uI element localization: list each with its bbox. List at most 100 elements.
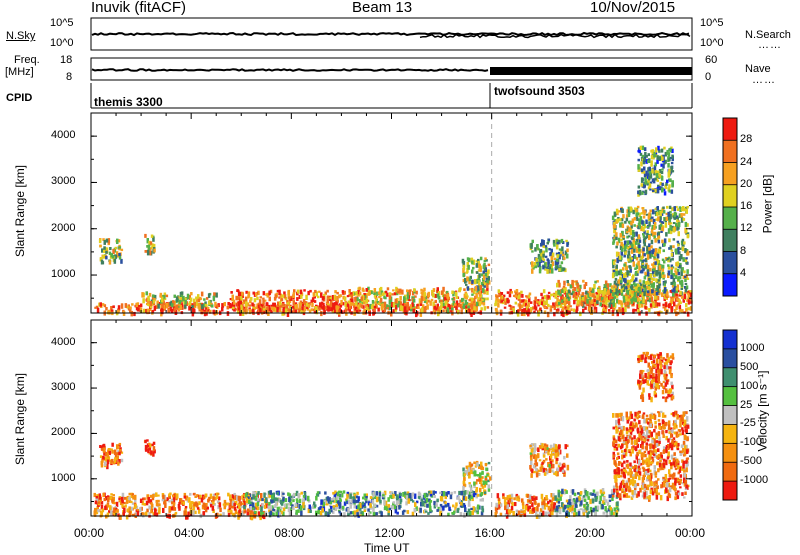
- range-gate-cell: [638, 248, 641, 252]
- range-gate-cell: [299, 499, 302, 504]
- range-gate-cell: [673, 238, 676, 240]
- range-gate-cell: [311, 300, 314, 303]
- range-gate-cell: [544, 306, 547, 308]
- range-gate-cell: [627, 255, 630, 259]
- range-gate-cell: [432, 302, 435, 307]
- range-gate-cell: [556, 244, 559, 249]
- range-gate-cell: [581, 303, 584, 307]
- range-gate-cell: [613, 261, 616, 265]
- range-gate-cell: [560, 494, 563, 496]
- range-gate-cell: [595, 498, 598, 502]
- range-gate-cell: [658, 272, 661, 277]
- range-gate-cell: [655, 278, 658, 282]
- range-gate-cell: [485, 481, 488, 484]
- range-gate-cell: [680, 213, 683, 218]
- range-gate-cell: [626, 290, 629, 295]
- range-gate-cell: [234, 507, 237, 511]
- range-gate-cell: [644, 210, 647, 213]
- range-gate-cell: [468, 509, 471, 512]
- range-gate-cell: [631, 440, 634, 445]
- range-gate-cell: [97, 509, 100, 512]
- range-gate-cell: [342, 506, 345, 509]
- range-gate-cell: [295, 304, 298, 310]
- range-gate-cell: [418, 492, 421, 497]
- range-gate-cell: [666, 217, 669, 221]
- range-gate-cell: [645, 190, 648, 195]
- range-gate-cell: [102, 493, 105, 497]
- range-gate-cell: [400, 499, 403, 503]
- range-gate-cell: [624, 221, 627, 224]
- range-gate-cell: [184, 300, 187, 304]
- range-gate-cell: [365, 498, 368, 500]
- range-gate-cell: [442, 309, 445, 312]
- range-gate-cell: [230, 291, 233, 294]
- range-gate-cell: [660, 224, 663, 227]
- range-gate-cell: [114, 450, 117, 456]
- range-gate-cell: [617, 452, 620, 455]
- range-gate-cell: [552, 261, 555, 266]
- range-gate-cell: [657, 188, 660, 193]
- range-gate-cell: [665, 474, 668, 479]
- range-gate-cell: [463, 477, 466, 481]
- range-gate-cell: [578, 511, 581, 516]
- range-gate-cell: [651, 263, 654, 266]
- range-gate-cell: [676, 305, 679, 308]
- range-gate-cell: [427, 512, 430, 515]
- range-gate-cell: [563, 268, 566, 271]
- range-gate-cell: [523, 302, 526, 306]
- range-gate-cell: [674, 206, 677, 211]
- range-gate-cell: [372, 492, 375, 497]
- range-gate-cell: [631, 257, 634, 259]
- range-gate-cell: [259, 308, 262, 313]
- range-gate-cell: [682, 206, 685, 211]
- range-gate-cell: [385, 291, 388, 294]
- range-gate-cell: [349, 494, 352, 499]
- range-gate-cell: [666, 291, 669, 296]
- range-gate-cell: [356, 492, 359, 495]
- range-gate-cell: [661, 240, 664, 244]
- range-gate-cell: [665, 232, 668, 237]
- range-gate-cell: [375, 512, 378, 515]
- range-gate-cell: [641, 207, 644, 209]
- range-gate-cell: [457, 509, 460, 513]
- range-gate-cell: [631, 285, 634, 290]
- range-gate-cell: [153, 300, 156, 304]
- range-gate-cell: [640, 301, 643, 303]
- range-gate-cell: [270, 511, 273, 516]
- range-gate-cell: [641, 256, 644, 260]
- range-gate-cell: [652, 179, 655, 183]
- range-gate-cell: [476, 271, 479, 274]
- range-gate-cell: [161, 303, 164, 308]
- range-gate-cell: [556, 259, 559, 262]
- range-gate-cell: [113, 494, 116, 496]
- range-gate-cell: [619, 255, 622, 259]
- range-gate-cell: [679, 256, 682, 261]
- range-gate-cell: [248, 499, 251, 504]
- range-gate-cell: [564, 301, 567, 306]
- range-gate-cell: [653, 152, 656, 157]
- range-gate-cell: [450, 495, 453, 500]
- range-gate-cell: [153, 249, 156, 253]
- range-gate-cell: [537, 262, 540, 265]
- range-gate-cell: [636, 249, 639, 253]
- range-gate-cell: [99, 245, 102, 248]
- range-gate-cell: [250, 297, 253, 301]
- range-gate-cell: [612, 242, 615, 245]
- range-gate-cell: [317, 491, 320, 494]
- range-gate-cell: [666, 206, 669, 209]
- range-gate-cell: [667, 163, 670, 168]
- range-gate-cell: [648, 235, 651, 240]
- range-gate-cell: [100, 302, 103, 306]
- range-gate-cell: [293, 289, 296, 292]
- range-gate-cell: [189, 301, 192, 305]
- range-gate-cell: [561, 239, 564, 243]
- range-gate-cell: [671, 253, 674, 257]
- range-gate-cell: [379, 500, 382, 504]
- range-gate-cell: [284, 294, 287, 298]
- range-gate-cell: [511, 506, 514, 511]
- range-gate-cell: [522, 502, 525, 506]
- range-gate-cell: [635, 271, 638, 276]
- range-gate-cell: [641, 177, 644, 183]
- range-gate-cell: [673, 282, 676, 287]
- range-gate-cell: [262, 298, 265, 300]
